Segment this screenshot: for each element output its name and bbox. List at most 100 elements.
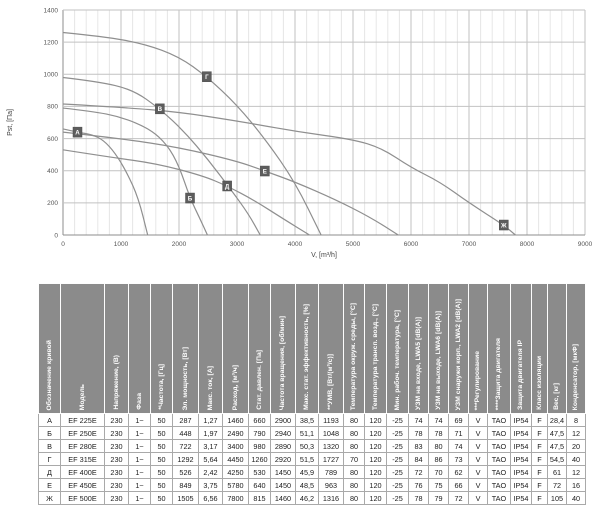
table-cell: EF 450E — [60, 478, 105, 492]
table-cell: 50 — [150, 478, 173, 492]
table-cell: 72 — [408, 465, 429, 479]
table-cell: IP54 — [510, 439, 532, 453]
table-cell: TAO — [487, 478, 511, 492]
table-cell: 80 — [343, 426, 365, 440]
table-cell: 448 — [172, 426, 199, 440]
table-cell: V — [468, 413, 488, 427]
column-header-label: УЗМ снаружи корп., LWA2 [dB(A)] — [454, 298, 462, 410]
table-cell: 660 — [248, 413, 271, 427]
table-cell: -25 — [386, 478, 409, 492]
table-cell: 120 — [364, 465, 387, 479]
table-cell: TAO — [487, 452, 511, 466]
table-cell: -25 — [386, 465, 409, 479]
table-cell: TAO — [487, 465, 511, 479]
table-cell: 71 — [448, 426, 469, 440]
table-row-EF-450E: Е EF 450E 230 1~ 50 849 3,75 5780 640 1450 48,5 963… — [38, 478, 586, 492]
table-cell: 50 — [150, 439, 173, 453]
table-cell: 980 — [248, 439, 271, 453]
table-cell: 230 — [104, 478, 129, 492]
table-cell: V — [468, 452, 488, 466]
fan-curve-Б — [62, 107, 208, 236]
table-cell: EF 250E — [60, 426, 105, 440]
column-header-label: Макс. ток, [А] — [206, 365, 214, 410]
table-cell: Г — [38, 452, 61, 466]
column-header-label: Напряжение, (В) — [112, 355, 120, 410]
table-cell: 80 — [343, 413, 365, 427]
table-cell: 40 — [566, 491, 586, 505]
table-cell: TAO — [487, 426, 511, 440]
table-cell: 2,42 — [198, 465, 223, 479]
table-cell: EF 500E — [60, 491, 105, 505]
table-cell: 3,75 — [198, 478, 223, 492]
y-tick-label: 600 — [47, 136, 58, 143]
column-header-19: ****Защита двигателя — [487, 283, 511, 414]
curve-marker-А — [72, 126, 83, 138]
table-cell: 3,17 — [198, 439, 223, 453]
table-cell: 16 — [566, 478, 586, 492]
curve-marker-Ж — [499, 219, 509, 231]
table-cell: IP54 — [510, 478, 532, 492]
column-header-22: Вес, [кг] — [547, 283, 567, 414]
curve-marker-Г — [202, 71, 212, 82]
column-header-14: Мин. рабоч. температура, [°C] — [386, 283, 409, 414]
table-cell: V — [468, 439, 488, 453]
y-tick-label: 400 — [47, 168, 58, 175]
table-cell: 1320 — [318, 439, 344, 453]
column-header-label: Фаза — [135, 393, 143, 410]
table-cell: 78 — [408, 426, 429, 440]
table-cell: 4450 — [222, 452, 249, 466]
column-header-8: Стат. давлен. [Па] — [248, 283, 271, 414]
table-cell: 12 — [566, 426, 586, 440]
table-cell: IP54 — [510, 413, 532, 427]
x-tick-label: 2000 — [172, 241, 187, 248]
column-header-3: Фаза — [128, 283, 151, 414]
column-header-label: *Частота, [Гц] — [157, 364, 165, 410]
table-cell: 2920 — [270, 452, 296, 466]
column-header-label: Эл. мощность, [Вт] — [181, 346, 189, 411]
table-cell: 1450 — [270, 478, 296, 492]
table-cell: 1~ — [128, 426, 151, 440]
table-cell: А — [38, 413, 61, 427]
table-cell: 230 — [104, 426, 129, 440]
column-header-4: *Частота, [Гц] — [150, 283, 173, 414]
table-cell: 230 — [104, 465, 129, 479]
table-cell: 86 — [428, 452, 449, 466]
table-cell: 1~ — [128, 465, 151, 479]
column-header-21: Класс изоляции — [531, 283, 548, 414]
table-cell: Б — [38, 426, 61, 440]
fan-spec-table: Обозначение кривой Модель Напряжение, (В) Ф… — [38, 283, 586, 505]
table-cell: 80 — [428, 439, 449, 453]
table-cell: 530 — [248, 465, 271, 479]
table-cell: 7800 — [222, 491, 249, 505]
table-cell: 1~ — [128, 452, 151, 466]
column-header-12: Температура окруж. среды, [°C] — [343, 283, 365, 414]
column-header-label: Вес, [кг] — [553, 383, 561, 410]
table-cell: 3400 — [222, 439, 249, 453]
column-header-15: УЗМ на входе, LWA5 [dB(A)] — [408, 283, 429, 414]
column-header-10: Макс. стат. эффективность, [%] — [295, 283, 319, 414]
curve-marker-label-А: А — [75, 130, 80, 137]
spec-table-grid: Обозначение кривой Модель Напряжение, (В) Ф… — [38, 283, 586, 505]
table-cell: 230 — [104, 413, 129, 427]
table-cell: 51,1 — [295, 426, 319, 440]
table-cell: 287 — [172, 413, 199, 427]
table-cell: 8 — [566, 413, 586, 427]
table-cell: IP54 — [510, 452, 532, 466]
curve-marker-Б — [185, 192, 195, 204]
curve-marker-Е — [260, 165, 270, 177]
table-cell: 46,2 — [295, 491, 319, 505]
x-tick-label: 3000 — [230, 241, 245, 248]
table-cell: IP54 — [510, 465, 532, 479]
table-cell: 40 — [566, 452, 586, 466]
table-cell: F — [531, 465, 548, 479]
table-row-EF-315E: Г EF 315E 230 1~ 50 1292 5,64 4450 1260 2920 51,5 1… — [38, 452, 586, 466]
table-cell: 120 — [364, 491, 387, 505]
table-cell: 12 — [566, 465, 586, 479]
table-cell: 47,5 — [547, 426, 567, 440]
y-tick-label: 1400 — [44, 7, 59, 14]
table-cell: 73 — [448, 452, 469, 466]
table-cell: 47,5 — [547, 439, 567, 453]
table-cell: 722 — [172, 439, 199, 453]
table-cell: 62 — [448, 465, 469, 479]
table-cell: 38,5 — [295, 413, 319, 427]
